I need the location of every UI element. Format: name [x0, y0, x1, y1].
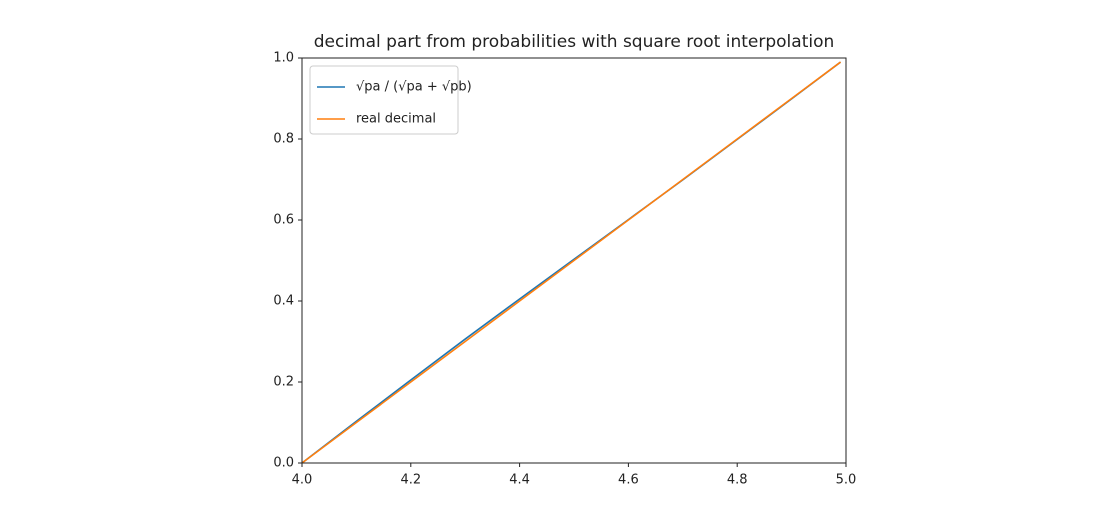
y-tick-label: 0.8 — [273, 132, 294, 147]
x-tick-label: 4.6 — [618, 473, 639, 488]
y-tick-label: 0.6 — [273, 213, 294, 228]
legend-box — [309, 65, 459, 135]
plot-frame — [301, 57, 847, 464]
x-tick-label: 4.8 — [727, 473, 748, 488]
legend-label: real decimal — [356, 112, 436, 127]
y-tick-label: 1.0 — [273, 51, 294, 66]
y-tick-label: 0.2 — [273, 375, 294, 390]
x-tick-label: 5.0 — [836, 473, 857, 488]
x-tick-label: 4.0 — [292, 473, 313, 488]
line — [301, 61, 842, 464]
x-tick-label: 4.2 — [400, 473, 421, 488]
chart-title: decimal part from probabilities with squ… — [314, 32, 835, 52]
y-tick-label: 0.0 — [273, 456, 294, 471]
y-tick-label: 0.4 — [273, 294, 294, 309]
legend-label: √pa / (√pa + √pb) — [356, 80, 472, 95]
x-tick-label: 4.4 — [509, 473, 530, 488]
